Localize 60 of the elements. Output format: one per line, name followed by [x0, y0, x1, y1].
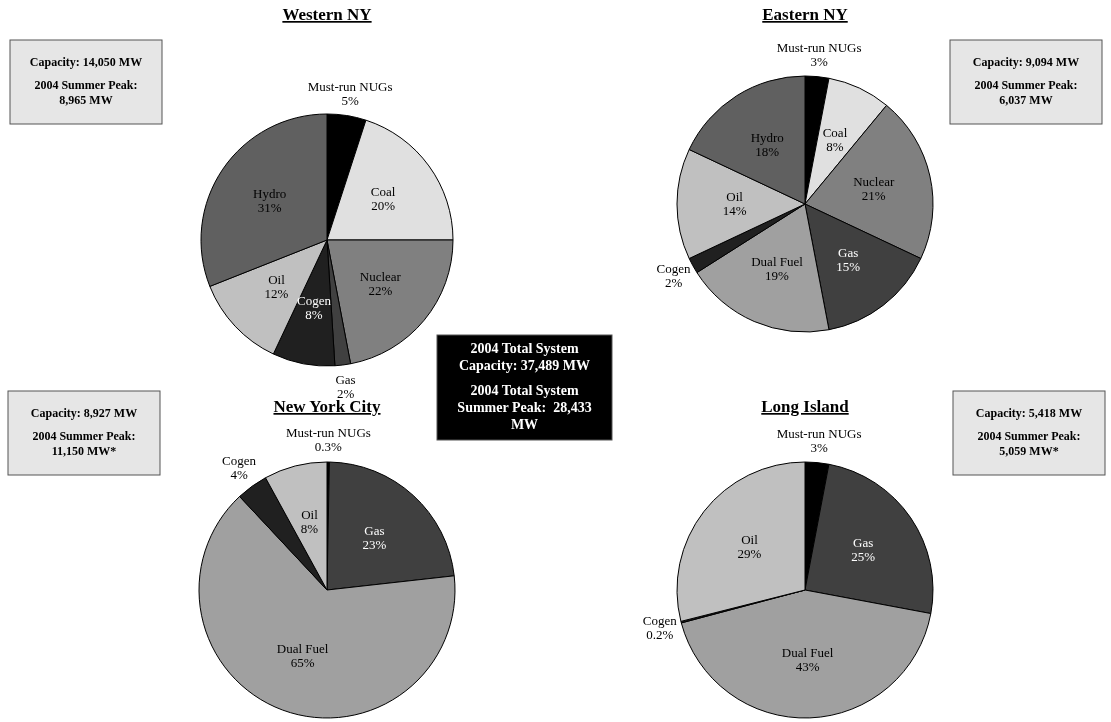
text: Capacity: 8,927 MW — [30, 405, 138, 420]
data-label: 65% — [290, 655, 315, 671]
slice-label: Dual Fuel — [276, 641, 329, 657]
slice-label: Cogen — [642, 612, 678, 628]
text: 2004 Total System Capacity: 37,489 MW — [458, 341, 591, 373]
data-label: 8% — [305, 307, 323, 323]
slice-label: Hydro — [750, 129, 784, 145]
text: 2004 Summer Peak: 6,037 MW — [974, 77, 1078, 107]
slice-label: Must-run NUGs — [307, 78, 393, 94]
slice-label: Cogen — [297, 293, 332, 309]
slice-label: Coal — [822, 125, 848, 141]
data-label: 0.3% — [314, 439, 343, 455]
slice-label: Gas — [364, 522, 385, 538]
slice-label: Oil — [741, 531, 759, 547]
slice-label: Must-run NUGs — [285, 425, 371, 441]
slice-label: Dual Fuel — [751, 253, 804, 269]
chart-title: Eastern NY — [762, 5, 848, 24]
data-label: 19% — [765, 267, 790, 283]
slice-label: Oil — [726, 189, 744, 204]
text: 2004 Summer Peak: 5,059 MW* — [977, 428, 1081, 458]
data-label: 3% — [810, 53, 828, 69]
data-label: 25% — [851, 549, 876, 565]
data-label: 5% — [341, 92, 359, 108]
slice-label: Nuclear — [853, 173, 895, 189]
slice-label: Gas — [853, 535, 874, 551]
text: Capacity: 5,418 MW — [975, 405, 1083, 420]
data-label: 2% — [664, 275, 683, 291]
chart-title: Long Island — [761, 397, 850, 416]
data-label: 29% — [737, 545, 762, 561]
text: Capacity: 9,094 MW — [972, 54, 1080, 69]
slice-label: Cogen — [656, 261, 692, 277]
data-label: 20% — [371, 198, 396, 214]
text: 2004 Total System Summer Peak: 28,433 MW — [457, 383, 592, 432]
text: 2004 Summer Peak: 11,150 MW* — [32, 428, 136, 458]
text: 2004 Summer Peak: 8,965 MW — [34, 77, 138, 107]
data-label: 15% — [836, 258, 861, 274]
slice-label: Oil — [301, 506, 319, 522]
data-label: 22% — [368, 283, 393, 299]
data-label: 31% — [257, 200, 282, 216]
slice-label: Gas — [838, 244, 859, 260]
data-label: 14% — [722, 203, 747, 218]
slice-label: Oil — [268, 272, 286, 288]
chart-title: Western NY — [282, 5, 372, 24]
data-label: 8% — [300, 520, 319, 536]
text: Capacity: 14,050 MW — [29, 54, 143, 69]
data-label: 43% — [795, 659, 820, 675]
data-label: 4% — [230, 467, 248, 483]
slice-label: Coal — [370, 184, 396, 200]
slice-label: Nuclear — [359, 269, 402, 285]
slice-label: Must-run NUGs — [776, 39, 862, 55]
data-label: 3% — [810, 439, 828, 455]
data-label: 8% — [826, 139, 844, 155]
slice-label: Must-run NUGs — [776, 425, 862, 441]
data-label: 12% — [264, 286, 289, 302]
data-label: 21% — [861, 187, 886, 203]
slice-label: Cogen — [222, 453, 257, 469]
slice-label: Hydro — [253, 186, 287, 202]
slice-label: Gas — [335, 371, 356, 387]
data-label: 23% — [362, 536, 387, 552]
slice-label: Dual Fuel — [781, 645, 834, 661]
